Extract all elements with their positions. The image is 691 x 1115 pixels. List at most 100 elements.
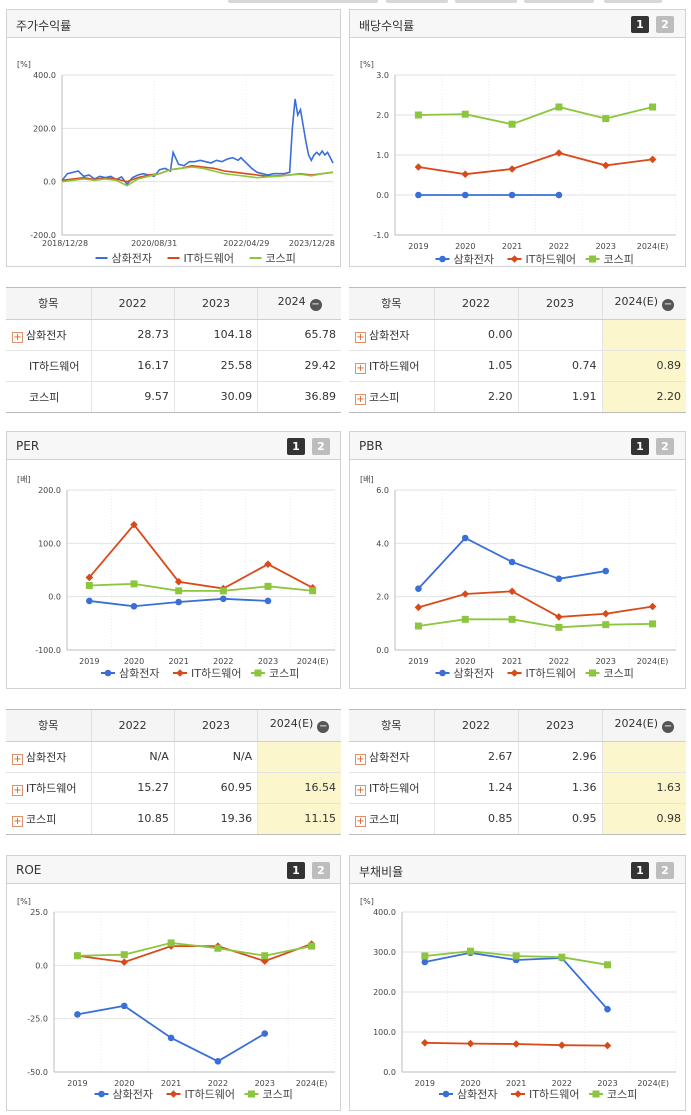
data-point: [130, 602, 138, 610]
expand-icon[interactable]: +: [355, 362, 366, 374]
y-tick-label: 2.0: [376, 111, 389, 120]
legend: 삼화전자 IT하드웨어 코스피: [435, 252, 634, 266]
y-tick-label: 200.0: [33, 124, 56, 133]
legend-label: IT하드웨어: [529, 1087, 579, 1101]
table-cell: 2.67: [433, 741, 518, 773]
table-cell: 0.74: [517, 350, 602, 382]
roe-chart: [%] 25.0 0.0 -25.0 -50.0 2019 2020 2021 2022 2023…: [17, 897, 336, 1101]
top-tab[interactable]: [386, 0, 448, 3]
table-row: + IT하드웨어 15.27 60.95 16.54: [6, 772, 341, 804]
data-point: [648, 602, 657, 611]
data-point: [508, 191, 516, 199]
row-name: IT하드웨어: [369, 781, 420, 795]
series-samsung: [415, 191, 563, 199]
view-1-button[interactable]: 1: [631, 16, 649, 33]
legend-label: 코스피: [607, 1088, 637, 1101]
collapse-icon[interactable]: −: [317, 721, 330, 734]
expand-icon[interactable]: +: [12, 331, 23, 343]
view-2-button[interactable]: 2: [312, 862, 330, 879]
column-header: 2024(E) −: [601, 710, 686, 742]
top-tab[interactable]: [524, 0, 594, 3]
table-cell: [601, 319, 686, 351]
x-tick-label: 2021: [502, 242, 522, 251]
top-tab[interactable]: [455, 0, 517, 3]
row-name: 삼화전자: [369, 328, 410, 342]
legend-item: IT하드웨어: [167, 251, 234, 265]
view-1-button[interactable]: 1: [287, 438, 305, 455]
table-row: + IT하드웨어 1.24 1.36 1.63: [349, 772, 686, 804]
legend-marker: [439, 669, 446, 677]
x-tick-label: 2024(E): [637, 657, 669, 666]
table-cell: 0.89: [601, 350, 686, 382]
legend-marker: [510, 255, 519, 263]
data-point: [421, 952, 429, 960]
expand-icon[interactable]: +: [355, 784, 366, 796]
view-2-button[interactable]: 2: [656, 438, 674, 455]
expand-icon[interactable]: +: [12, 753, 23, 765]
series-line: [418, 106, 653, 126]
legend-label: IT하드웨어: [191, 666, 241, 680]
data-point: [461, 534, 469, 542]
table-row: + IT하드웨어 1.05 0.74 0.89: [349, 350, 686, 382]
x-tick-label: 2024(E): [637, 242, 669, 251]
expand-icon[interactable]: +: [355, 815, 366, 827]
legend-marker: [510, 669, 519, 677]
data-point: [214, 944, 222, 952]
view-1-button[interactable]: 1: [631, 862, 649, 879]
table-row: + 코스피 0.85 0.95 0.98: [349, 803, 686, 834]
x-tick-label: 2023: [596, 657, 616, 666]
column-header: 항목: [6, 288, 91, 320]
data-point: [86, 597, 93, 605]
x-tick-label: 2020: [455, 657, 475, 666]
column-header: 2024−: [257, 288, 341, 320]
y-tick-label: 400.0: [373, 908, 396, 917]
axis-unit: [%]: [17, 60, 31, 69]
legend-item: IT하드웨어: [511, 1087, 579, 1101]
legend-marker: [589, 669, 596, 677]
view-1-button[interactable]: 1: [631, 438, 649, 455]
view-2-button[interactable]: 2: [656, 16, 674, 33]
expand-icon[interactable]: +: [355, 753, 366, 765]
legend-item: IT하드웨어: [173, 666, 241, 680]
data-point: [461, 110, 469, 118]
data-point: [264, 597, 272, 605]
y-tick-label: 0.0: [376, 191, 389, 200]
data-point: [85, 581, 93, 589]
data-point: [555, 613, 563, 621]
data-point: [558, 1041, 566, 1049]
y-tick-label: 0.0: [43, 178, 56, 187]
y-tick-label: 100.0: [373, 1028, 396, 1037]
header-label: 2024: [277, 295, 306, 309]
x-tick-label: 2020: [114, 1079, 134, 1088]
top-tab[interactable]: [604, 0, 662, 3]
x-tick-label: 2023: [255, 1079, 275, 1088]
legend-label: 삼화전자: [454, 253, 494, 266]
panel-title: ROE: [16, 863, 42, 877]
y-tick-label: -200.0: [30, 231, 56, 240]
x-tick-label: 2022: [549, 242, 569, 251]
expand-icon[interactable]: +: [12, 784, 23, 796]
collapse-icon[interactable]: −: [662, 299, 675, 312]
series-kospi: [73, 939, 316, 960]
legend: 삼화전자 IT하드웨어 코스피: [435, 666, 634, 680]
view-2-button[interactable]: 2: [312, 438, 330, 455]
expand-icon[interactable]: +: [355, 331, 366, 343]
legend-item: IT하드웨어: [507, 666, 576, 680]
legend-label: 코스피: [269, 667, 299, 680]
view-1-button[interactable]: 1: [287, 862, 305, 879]
collapse-icon[interactable]: −: [309, 299, 322, 312]
expand-icon[interactable]: +: [12, 815, 23, 827]
legend-marker: [514, 1090, 522, 1098]
collapse-icon[interactable]: −: [662, 721, 675, 734]
y-tick-label: -1.0: [373, 231, 389, 240]
series-kospi: [421, 947, 611, 969]
top-tab[interactable]: [228, 0, 378, 3]
table-cell: 0.85: [433, 803, 518, 834]
row-label: + 코스피: [6, 803, 91, 834]
data-point: [602, 621, 610, 629]
x-tick-label: 2019: [408, 242, 428, 251]
view-2-button[interactable]: 2: [656, 862, 674, 879]
expand-icon[interactable]: +: [355, 393, 366, 405]
legend-item: 삼화전자: [101, 667, 159, 680]
legend: 삼화전자 IT하드웨어 코스피: [95, 251, 296, 265]
